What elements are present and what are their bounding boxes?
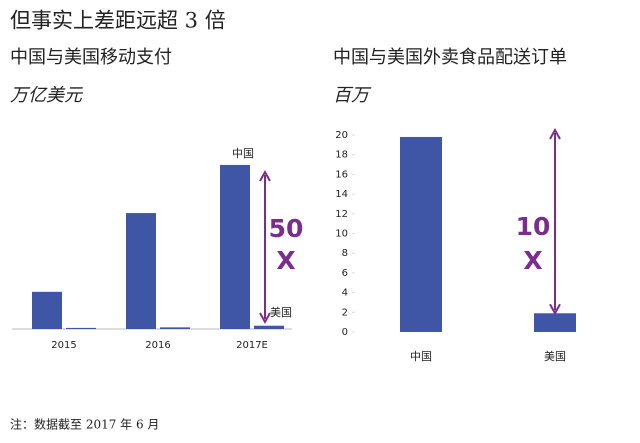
- x-tick-label: 美国: [544, 350, 566, 363]
- bar: [400, 136, 442, 332]
- annotation: X: [523, 246, 542, 275]
- bar: [220, 164, 250, 329]
- bar: [126, 213, 156, 329]
- y-tick-label: 4: [342, 288, 348, 299]
- chart-subtitle: 百万: [333, 85, 372, 106]
- x-tick-label: 2016: [145, 340, 170, 351]
- x-tick-label: 2017E: [236, 340, 268, 351]
- arrow-head: [259, 312, 271, 325]
- y-tick-label: 16: [335, 169, 348, 180]
- x-tick-label: 中国: [410, 350, 432, 363]
- y-tick-label: 8: [342, 248, 348, 259]
- bar: [254, 325, 284, 329]
- y-tick-label: 2: [342, 307, 348, 318]
- chart-title: 中国与美国外卖食品配送订单: [333, 47, 567, 68]
- y-tick-label: 12: [335, 209, 348, 220]
- arrow-head: [259, 169, 271, 182]
- chart-subtitle: 万亿美元: [10, 85, 84, 106]
- arrow-head: [549, 127, 561, 140]
- footnote: 注：数据截至 2017 年 6 月: [10, 417, 159, 432]
- legend-label: 中国: [232, 147, 254, 160]
- page-title: 但事实上差距远超 3 倍: [10, 9, 226, 33]
- y-tick-label: 6: [342, 268, 348, 279]
- bar: [534, 313, 576, 332]
- bar: [66, 327, 96, 329]
- legend-label: 美国: [270, 306, 292, 319]
- annotation: X: [276, 246, 295, 275]
- y-tick-label: 14: [335, 189, 348, 200]
- bar: [32, 291, 62, 329]
- annotation: 50: [269, 214, 304, 243]
- y-tick-label: 18: [335, 150, 348, 161]
- chart-title: 中国与美国移动支付: [10, 47, 172, 68]
- bar: [160, 327, 190, 329]
- y-tick-label: 0: [342, 327, 348, 338]
- arrow-head: [549, 303, 561, 316]
- y-tick-label: 20: [335, 130, 348, 141]
- x-tick-label: 2015: [51, 340, 76, 351]
- y-tick-label: 10: [335, 229, 348, 240]
- annotation: 10: [516, 212, 551, 241]
